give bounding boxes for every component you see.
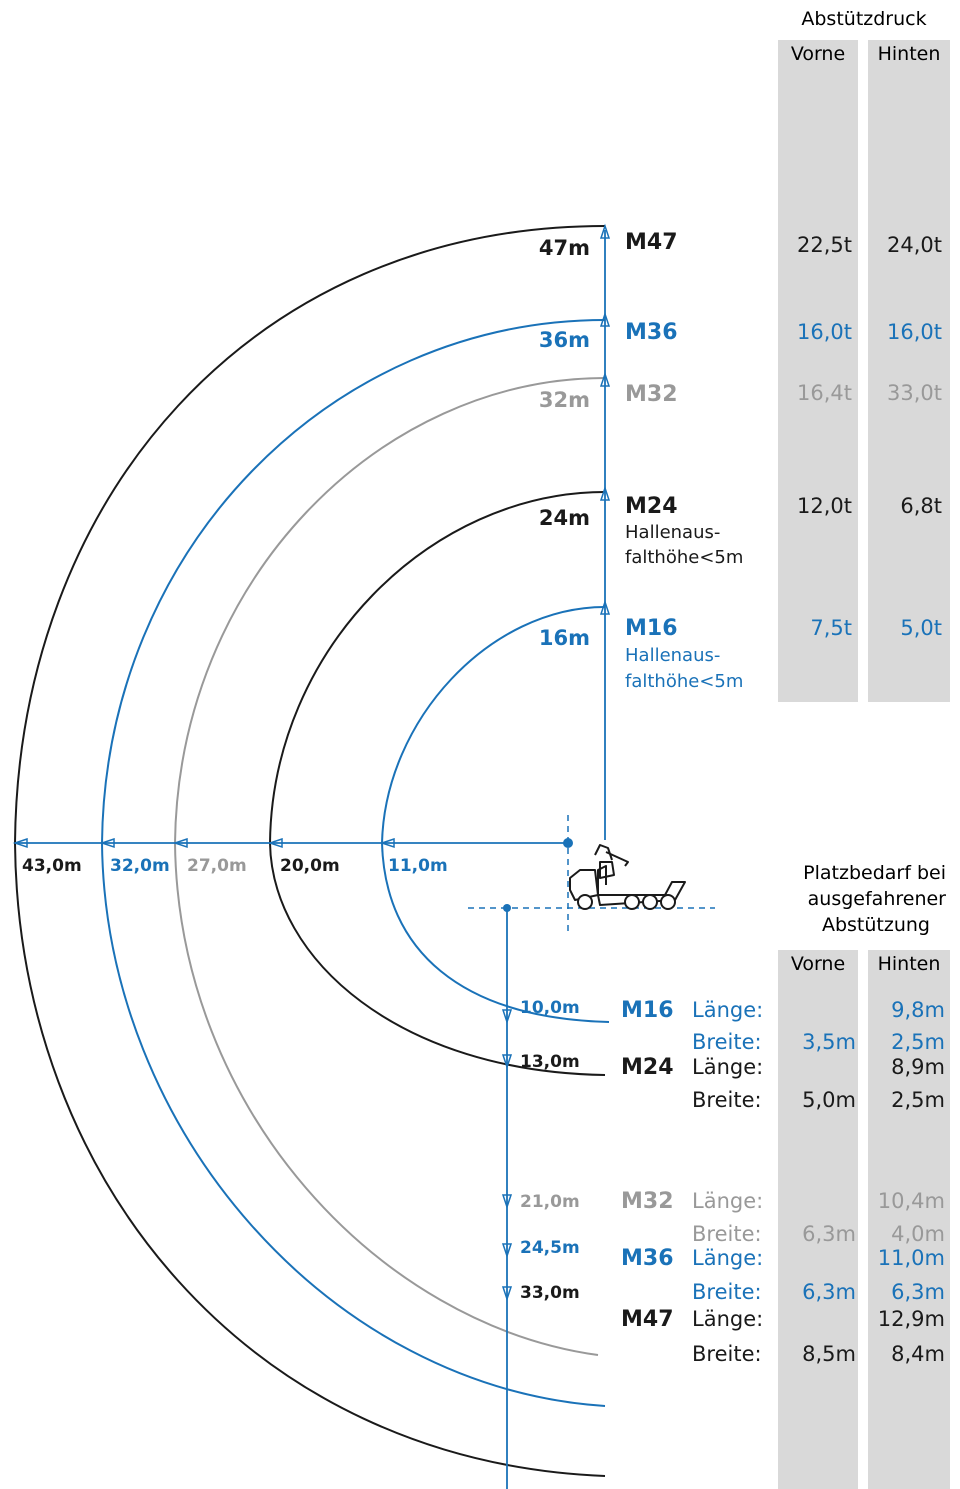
width-label-m32: Breite: xyxy=(692,1222,762,1246)
space-model-m32: M32 xyxy=(621,1189,674,1214)
pressure-front-m47: 22,5t xyxy=(797,233,852,257)
width-rear-m16: 2,5m xyxy=(891,1030,945,1054)
space-col-front: Vorne xyxy=(790,953,846,975)
height-label-m32: 32m xyxy=(538,388,590,412)
reach-label-27: 27,0m xyxy=(187,856,247,876)
model-label-m24: M24 xyxy=(625,494,678,519)
pressure-rear-m47: 24,0t xyxy=(887,233,942,257)
width-rear-m47: 8,4m xyxy=(891,1342,945,1366)
note-line2-m16: falthöhe<5m xyxy=(625,671,744,692)
reach-label-32: 32,0m xyxy=(110,856,170,876)
reach-arrow-ticks xyxy=(12,837,395,849)
truck-icon xyxy=(569,844,686,910)
column-front-bottom xyxy=(778,950,858,1489)
curve-m47 xyxy=(13,225,606,1477)
model-label-m16: M16 xyxy=(625,616,678,641)
width-label-m16: Breite: xyxy=(692,1030,762,1054)
depth-origin-dot xyxy=(503,904,511,912)
support-pressure-title: Abstützdruck xyxy=(801,8,927,30)
width-front-m32: 6,3m xyxy=(802,1222,856,1246)
curve-m24 xyxy=(268,491,606,1076)
width-label-m24: Breite: xyxy=(692,1088,762,1112)
length-rear-m47: 12,9m xyxy=(877,1307,945,1331)
pressure-rear-m24: 6,8t xyxy=(900,494,942,518)
pressure-front-m36: 16,0t xyxy=(797,320,852,344)
height-label-m36: 36m xyxy=(538,328,590,352)
pressure-front-m32: 16,4t xyxy=(797,381,852,405)
support-pressure-col-front: Vorne xyxy=(790,43,846,65)
space-title-line3: Abstützung xyxy=(821,914,930,936)
length-rear-m16: 9,8m xyxy=(891,998,945,1022)
note-line1-m16: Hallenaus- xyxy=(625,645,721,666)
length-label-m47: Länge: xyxy=(692,1307,764,1331)
space-model-m24: M24 xyxy=(621,1055,674,1080)
space-model-m16: M16 xyxy=(621,998,674,1023)
note-line1-m24: Hallenaus- xyxy=(625,522,721,543)
depth-label-m16: 10,0m xyxy=(520,998,580,1018)
column-rear-bottom xyxy=(868,950,950,1489)
height-label-m16: 16m xyxy=(538,626,590,650)
pressure-rear-m16: 5,0t xyxy=(900,616,942,640)
support-pressure-col-rear: Hinten xyxy=(877,43,941,65)
width-front-m24: 5,0m xyxy=(802,1088,856,1112)
height-arrow-ticks xyxy=(599,223,611,615)
width-label-m36: Breite: xyxy=(692,1280,762,1304)
length-label-m32: Länge: xyxy=(692,1189,764,1213)
curve-m16 xyxy=(380,606,610,1023)
depth-arrow-ticks xyxy=(501,1009,513,1302)
depth-label-m47: 33,0m xyxy=(520,1283,580,1303)
depth-label-m32: 21,0m xyxy=(520,1192,580,1212)
width-front-m16: 3,5m xyxy=(802,1030,856,1054)
pressure-front-m16: 7,5t xyxy=(810,616,852,640)
length-rear-m36: 11,0m xyxy=(877,1246,945,1270)
note-line2-m24: falthöhe<5m xyxy=(625,547,744,568)
space-title-line2: ausgefahrener xyxy=(807,888,946,910)
width-rear-m32: 4,0m xyxy=(891,1222,945,1246)
space-model-m47: M47 xyxy=(621,1307,674,1332)
pressure-rear-m32: 33,0t xyxy=(887,381,942,405)
space-model-m36: M36 xyxy=(621,1246,674,1271)
model-label-m36: M36 xyxy=(625,320,678,345)
model-label-m32: M32 xyxy=(625,382,678,407)
length-rear-m32: 10,4m xyxy=(877,1189,945,1213)
reach-label-11: 11,0m xyxy=(388,856,448,876)
width-rear-m36: 6,3m xyxy=(891,1280,945,1304)
space-col-rear: Hinten xyxy=(877,953,941,975)
reach-label-43: 43,0m xyxy=(22,856,82,876)
length-label-m24: Länge: xyxy=(692,1055,764,1079)
length-rear-m24: 8,9m xyxy=(891,1055,945,1079)
length-label-m16: Länge: xyxy=(692,998,764,1022)
reach-label-20: 20,0m xyxy=(280,856,340,876)
space-title-line1: Platzbedarf bei xyxy=(803,862,946,884)
depth-label-m36: 24,5m xyxy=(520,1238,580,1258)
width-front-m36: 6,3m xyxy=(802,1280,856,1304)
depth-label-m24: 13,0m xyxy=(520,1052,580,1072)
height-label-m24: 24m xyxy=(538,506,590,530)
pressure-rear-m36: 16,0t xyxy=(887,320,942,344)
height-label-m47: 47m xyxy=(538,236,590,260)
width-label-m47: Breite: xyxy=(692,1342,762,1366)
pressure-front-m24: 12,0t xyxy=(797,494,852,518)
width-rear-m24: 2,5m xyxy=(891,1088,945,1112)
width-front-m47: 8,5m xyxy=(802,1342,856,1366)
column-rear-top xyxy=(868,40,950,702)
model-label-m47: M47 xyxy=(625,230,678,255)
column-front-top xyxy=(778,40,858,702)
length-label-m36: Länge: xyxy=(692,1246,764,1270)
